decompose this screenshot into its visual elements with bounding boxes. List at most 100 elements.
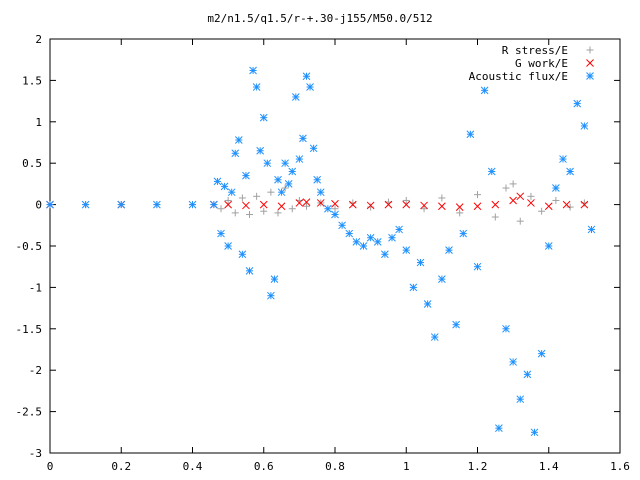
data-point-d2 xyxy=(213,177,222,186)
x-tick-label: 0.4 xyxy=(183,460,203,473)
data-point-d2 xyxy=(487,167,496,176)
data-point xyxy=(274,175,282,184)
data-point-d2 xyxy=(516,395,525,404)
data-point xyxy=(242,201,250,210)
data-point-d2 xyxy=(242,201,250,210)
data-point xyxy=(331,210,339,219)
data-point xyxy=(566,167,574,176)
data-point xyxy=(331,199,339,208)
data-point xyxy=(291,93,300,101)
data-point xyxy=(46,200,54,209)
data-point-d2 xyxy=(242,171,250,180)
data-point-d2 xyxy=(480,86,489,95)
data-point xyxy=(366,201,375,210)
data-point xyxy=(366,233,375,242)
data-point xyxy=(480,86,489,95)
data-point xyxy=(249,66,257,75)
data-point xyxy=(259,113,268,122)
data-point-d2 xyxy=(345,229,354,238)
data-point-d2 xyxy=(117,200,126,209)
data-point-d2 xyxy=(227,188,236,197)
data-point xyxy=(388,233,396,242)
data-point xyxy=(509,180,517,188)
data-point xyxy=(402,246,411,254)
data-point-d2 xyxy=(527,199,535,207)
data-point-d2 xyxy=(466,130,475,139)
data-point xyxy=(552,184,560,192)
data-point-d2 xyxy=(381,250,389,259)
data-point-d2 xyxy=(277,202,286,211)
data-point-d2 xyxy=(259,200,268,209)
data-point-d2 xyxy=(445,246,453,254)
data-point-d2 xyxy=(473,202,482,211)
data-point xyxy=(217,229,225,238)
data-point-d2 xyxy=(281,159,289,168)
data-point xyxy=(338,221,346,230)
data-point xyxy=(509,196,517,205)
legend-marker-d2 xyxy=(586,59,594,67)
data-point xyxy=(270,275,279,283)
data-point xyxy=(227,188,236,197)
data-point xyxy=(309,144,318,153)
y-tick-label: -0.5 xyxy=(16,240,43,253)
y-tick-label: 2 xyxy=(35,33,42,46)
data-point-d2 xyxy=(559,155,567,163)
data-point-d2 xyxy=(523,370,532,379)
data-point xyxy=(544,242,553,250)
data-point-d2 xyxy=(224,200,232,209)
data-point xyxy=(234,136,243,144)
data-point-d2 xyxy=(234,136,243,144)
x-tick-label: 0 xyxy=(47,460,54,473)
data-point-d2 xyxy=(238,250,247,259)
data-point xyxy=(423,300,432,308)
data-point-d2 xyxy=(430,333,439,341)
data-point xyxy=(580,122,589,130)
data-point xyxy=(381,250,389,259)
legend-marker xyxy=(586,46,594,54)
data-point-d2 xyxy=(295,155,304,163)
data-point-d2 xyxy=(537,349,546,358)
legend-marker xyxy=(586,72,594,80)
data-point-d2 xyxy=(502,324,510,333)
data-point-d2 xyxy=(263,159,272,168)
data-point xyxy=(509,358,517,366)
data-point xyxy=(373,238,382,246)
data-point-d2 xyxy=(580,122,589,130)
data-point xyxy=(316,199,325,207)
data-point-d2 xyxy=(259,113,268,122)
data-point xyxy=(274,209,282,217)
data-point xyxy=(395,225,403,234)
data-point xyxy=(455,203,464,211)
data-point-d2 xyxy=(291,93,300,101)
data-point xyxy=(153,200,161,209)
data-point-d2 xyxy=(277,188,286,197)
data-point xyxy=(81,200,90,209)
x-axis: 0 0.2 0.4 0.6 0.8 1 1.2 1.4 1.6 xyxy=(47,39,630,473)
data-point xyxy=(352,238,361,246)
data-point-d2 xyxy=(509,196,517,205)
data-point xyxy=(359,242,368,250)
data-point xyxy=(246,211,253,219)
data-point xyxy=(544,202,553,211)
legend-label: Acoustic flux/E xyxy=(469,70,568,83)
data-point xyxy=(267,291,275,300)
data-point xyxy=(502,184,510,192)
data-point-d2 xyxy=(220,182,229,191)
data-point xyxy=(267,188,275,196)
data-point-d2 xyxy=(573,99,582,108)
x-tick-label: 1.4 xyxy=(539,460,559,473)
data-point xyxy=(242,171,250,180)
y-tick-label: 0 xyxy=(35,199,42,212)
data-point xyxy=(348,200,357,209)
data-point-d2 xyxy=(530,428,539,437)
data-point xyxy=(523,370,532,379)
data-point xyxy=(573,99,582,108)
data-point-d2 xyxy=(288,167,297,176)
data-point xyxy=(562,200,571,209)
data-point-d2 xyxy=(544,242,553,250)
data-point-d2 xyxy=(455,203,464,211)
data-point xyxy=(438,202,446,211)
data-point xyxy=(587,225,596,234)
data-point-d2 xyxy=(384,200,393,209)
